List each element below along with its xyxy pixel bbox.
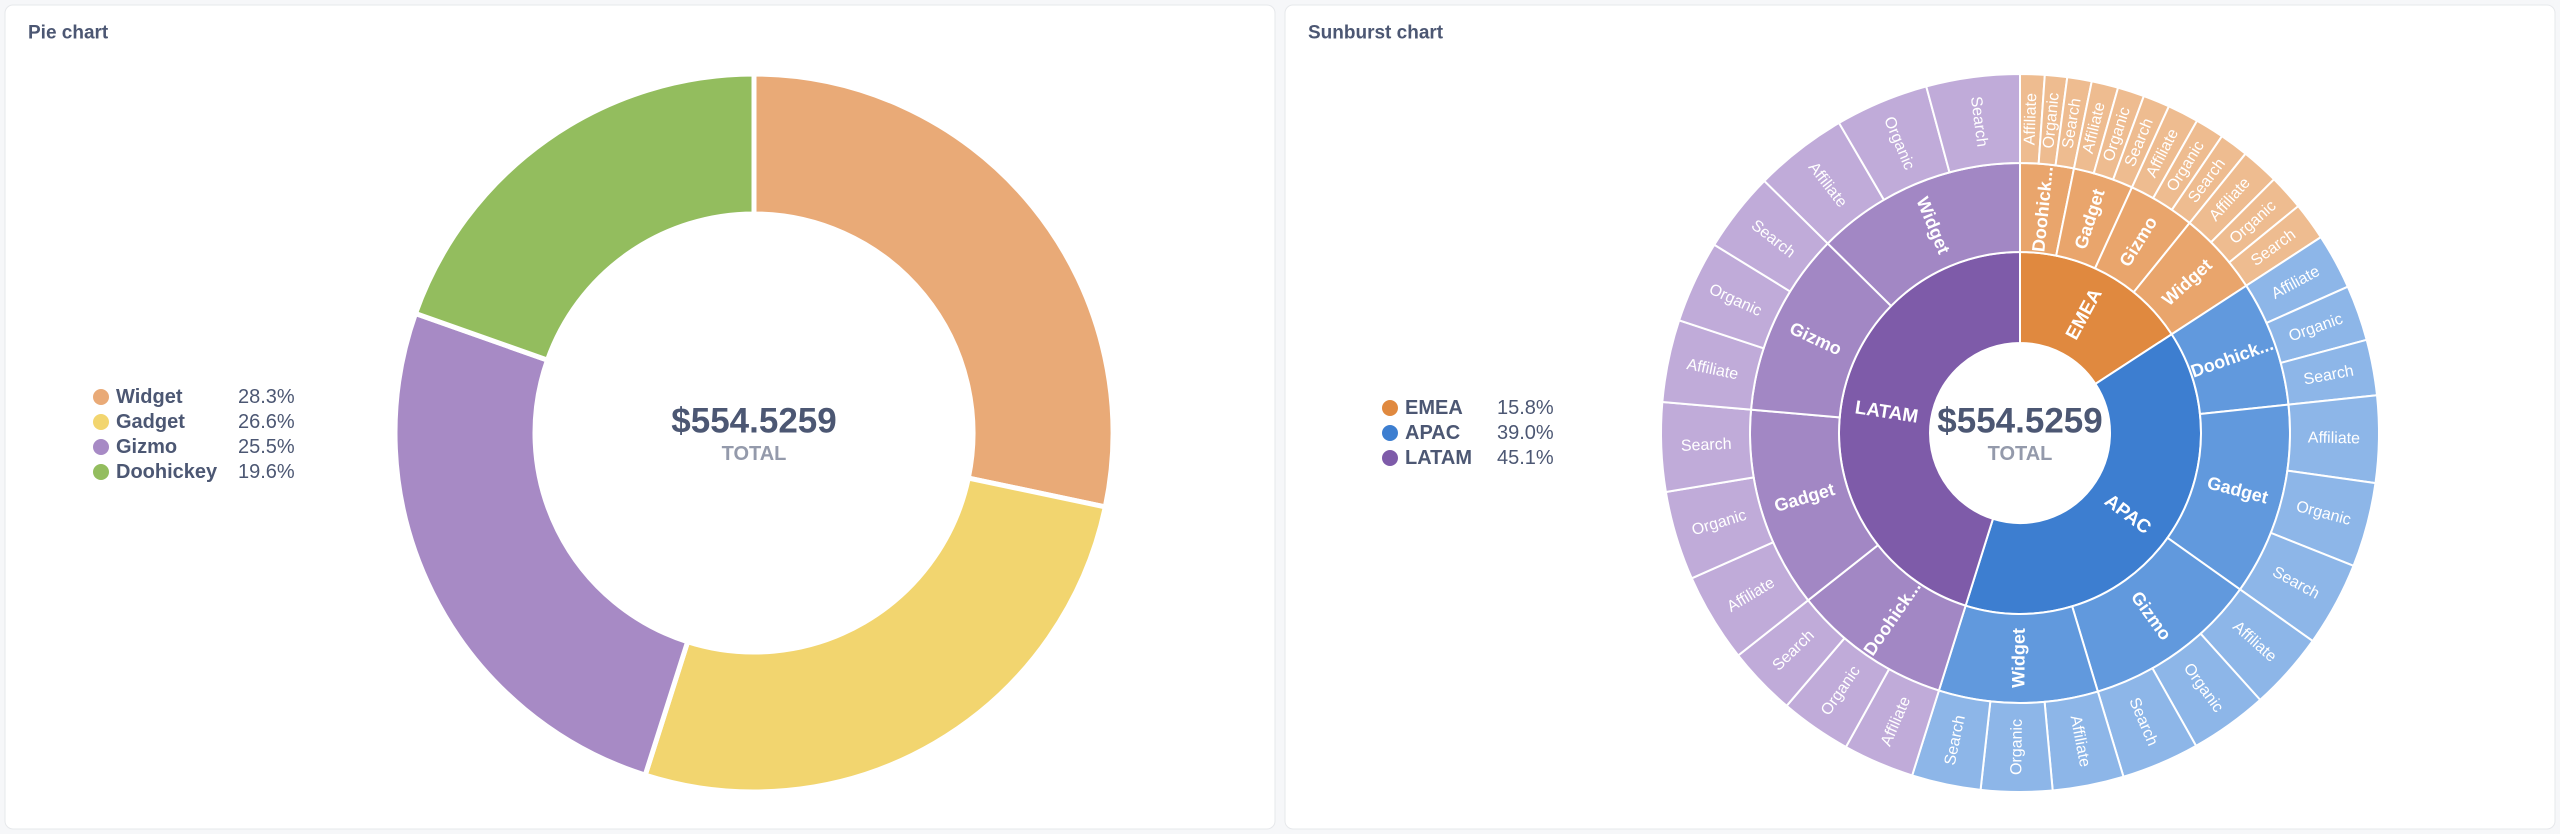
legend-label: Gizmo [116, 436, 177, 458]
segment-label: Search [1681, 436, 1732, 455]
pie-slice [642, 475, 1109, 795]
legend-dot [1382, 400, 1398, 416]
legend-dot [93, 439, 109, 455]
legend-value: 26.6% [238, 411, 295, 433]
channel-segment [1925, 72, 2021, 174]
pie-slice [751, 71, 1116, 510]
legend-value: 25.5% [238, 436, 295, 458]
center-label: TOTAL [1988, 443, 2053, 465]
legend-label: EMEA [1405, 397, 1463, 419]
legend-dot [93, 389, 109, 405]
center-value: $554.5259 [671, 402, 836, 441]
legend-value: 15.8% [1497, 397, 1554, 419]
legend-label: Gadget [116, 411, 185, 433]
pie-slice [412, 71, 757, 364]
legend-label: LATAM [1405, 447, 1472, 469]
legend-value: 28.3% [238, 386, 295, 408]
legend-value: 39.0% [1497, 422, 1554, 444]
segment-label: Organic [2040, 92, 2063, 149]
segment-label: Affiliate [2308, 429, 2361, 447]
segment-label: Search [1967, 95, 1991, 148]
pie-slice [392, 310, 691, 779]
legend-value: 19.6% [238, 461, 295, 483]
card-title: Pie chart [28, 23, 109, 44]
center-value: $554.5259 [1937, 402, 2102, 441]
legend-label: APAC [1405, 422, 1460, 444]
legend-label: Widget [116, 386, 183, 408]
legend-label: Doohickey [116, 461, 218, 483]
legend-dot [93, 414, 109, 430]
segment-label: Affiliate [2021, 93, 2040, 146]
legend-value: 45.1% [1497, 447, 1554, 469]
legend-dot [1382, 450, 1398, 466]
legend-dot [93, 464, 109, 480]
segment-label: Widget [2008, 628, 2028, 688]
center-label: TOTAL [722, 443, 787, 465]
segment-label: Organic [2008, 719, 2026, 775]
card-title: Sunburst chart [1308, 23, 1444, 44]
legend-dot [1382, 425, 1398, 441]
